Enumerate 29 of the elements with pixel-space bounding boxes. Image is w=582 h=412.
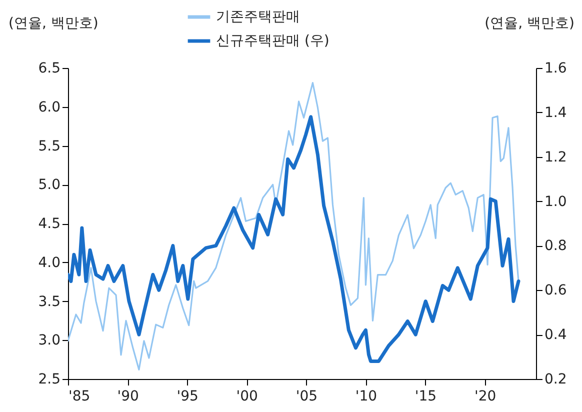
y-tick-label: 5.5 <box>38 138 60 154</box>
x-tick-label: '15 <box>414 388 437 404</box>
y-tick-label: 2.5 <box>38 372 60 388</box>
y2-tick-label: 1.2 <box>544 149 567 166</box>
legend-label: 신규주택판매 (우) <box>216 33 330 49</box>
x-tick-label: '10 <box>355 388 378 404</box>
y2-tick-label: 0.8 <box>544 238 567 254</box>
x-tick-label: '00 <box>236 388 258 404</box>
y2-tick-label: 1.4 <box>544 104 567 121</box>
y2-tick-label: 0.2 <box>544 372 567 388</box>
y2-tick-label: 0.6 <box>544 282 567 299</box>
y-tick-label: 3.5 <box>38 294 60 310</box>
y2-axis-title: (연율, 백만호) <box>484 16 574 32</box>
legend-label: 기존주택판매 <box>216 9 300 25</box>
y-tick-label: 3.0 <box>38 332 60 349</box>
y2-tick-label: 1.0 <box>544 194 567 210</box>
x-tick-label: '95 <box>176 388 198 404</box>
y2-tick-label: 1.6 <box>544 60 567 76</box>
x-tick-label: '05 <box>296 388 318 404</box>
x-tick-label: '90 <box>117 388 139 404</box>
x-tick-label: '85 <box>68 388 90 404</box>
y-tick-label: 4.5 <box>38 216 60 232</box>
y-tick-label: 6.0 <box>38 99 60 116</box>
y-tick-label: 5.0 <box>38 177 60 194</box>
y2-tick-label: 0.4 <box>544 327 567 344</box>
x-tick-label: '20 <box>474 388 496 404</box>
y-tick-label: 4.0 <box>38 254 60 271</box>
y-tick-label: 6.5 <box>38 60 60 76</box>
y-axis-title: (연율, 백만호) <box>8 16 98 32</box>
